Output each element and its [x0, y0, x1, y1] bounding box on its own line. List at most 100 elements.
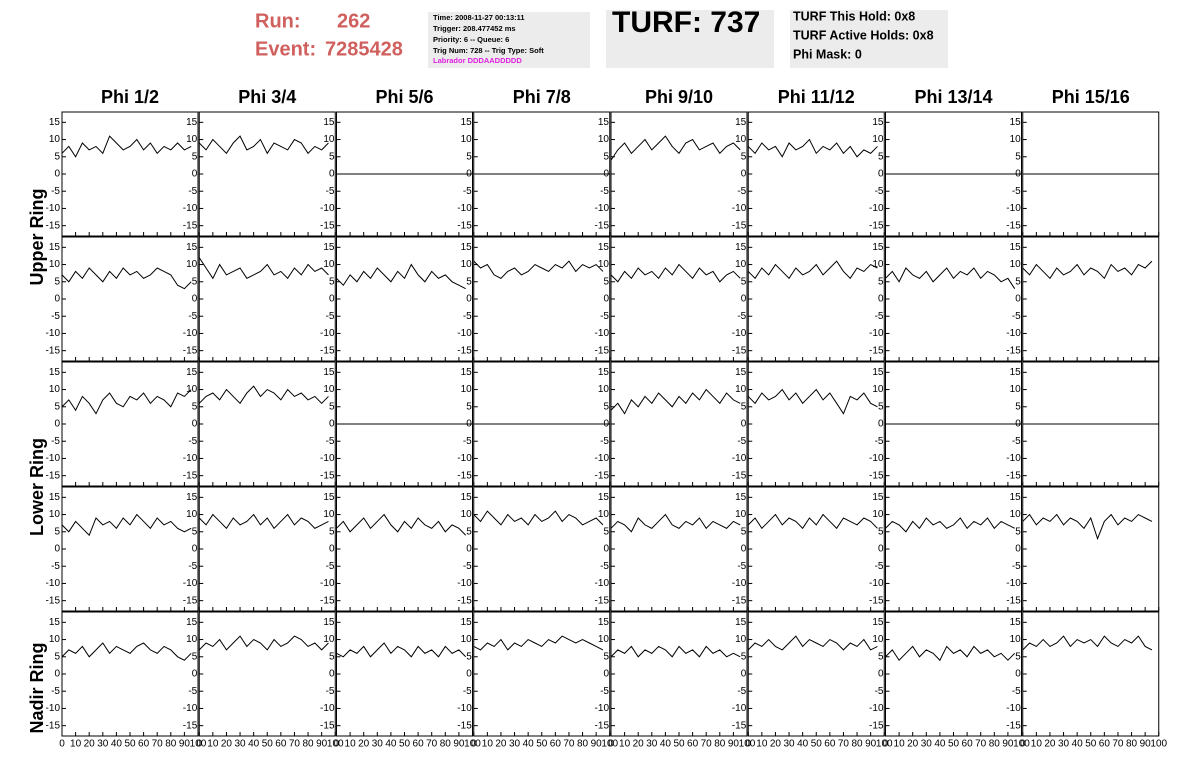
x-tick-label: 50 [948, 739, 960, 750]
y-tick-label: -10 [595, 703, 610, 714]
y-tick-label: -15 [46, 220, 61, 231]
y-tick-label: -5 [600, 311, 609, 322]
y-tick-label: 10 [598, 509, 610, 520]
trace [747, 138, 878, 158]
x-tick-label: 60 [687, 739, 699, 750]
y-tick-label: -5 [188, 311, 197, 322]
trace [747, 513, 878, 530]
x-tick-label: 50 [673, 739, 685, 750]
y-tick-label: -5 [463, 311, 472, 322]
y-tick-label: -15 [457, 720, 472, 731]
y-tick-label: 15 [1010, 117, 1022, 128]
trace [336, 642, 467, 658]
y-tick-label: -5 [600, 686, 609, 697]
y-tick-label: 5 [329, 526, 335, 537]
y-tick-label: -15 [183, 345, 198, 356]
trace [198, 635, 329, 651]
y-tick-label: 15 [323, 367, 335, 378]
y-tick-label: -10 [732, 578, 747, 589]
y-tick-label: -10 [320, 578, 335, 589]
y-tick-label: -15 [732, 720, 747, 731]
y-tick-label: 10 [1010, 134, 1022, 145]
y-tick-label: 0 [192, 669, 198, 680]
y-tick-label: -10 [46, 703, 61, 714]
y-tick-label: 0 [192, 419, 198, 430]
x-tick-label: 90 [453, 739, 465, 750]
y-tick-label: 15 [461, 492, 473, 503]
y-tick-label: -5 [875, 686, 884, 697]
y-tick-label: 10 [1010, 509, 1022, 520]
y-tick-label: 0 [878, 294, 884, 305]
y-tick-label: -10 [183, 703, 198, 714]
x-tick-label: 50 [811, 739, 823, 750]
x-tick-label: 90 [1140, 739, 1152, 750]
trace [1022, 513, 1153, 541]
y-tick-label: -10 [320, 703, 335, 714]
labrador-line: Labrador DDDAADDDDD [433, 56, 522, 65]
y-tick-label: 10 [461, 384, 473, 395]
y-tick-label: 15 [186, 242, 198, 253]
y-tick-label: 15 [872, 617, 884, 628]
y-tick-label: -5 [737, 186, 746, 197]
x-tick-label: 30 [97, 739, 109, 750]
x-tick-label: 70 [563, 739, 575, 750]
y-tick-label: 15 [735, 117, 747, 128]
y-tick-label: -15 [320, 345, 335, 356]
y-tick-label: 0 [466, 544, 472, 555]
y-tick-label: -5 [326, 561, 335, 572]
y-tick-label: 10 [598, 384, 610, 395]
y-tick-label: 0 [741, 169, 747, 180]
y-tick-label: -5 [326, 436, 335, 447]
y-tick-label: 10 [461, 134, 473, 145]
trace [610, 135, 741, 161]
x-tick-label: 0 [1020, 739, 1026, 750]
x-tick-label: 40 [797, 739, 809, 750]
turf-info-line: Phi Mask: 0 [793, 47, 862, 61]
y-tick-label: 5 [603, 151, 609, 162]
y-tick-label: 10 [598, 634, 610, 645]
y-tick-label: -10 [1006, 578, 1021, 589]
y-tick-label: -5 [188, 186, 197, 197]
y-tick-label: 10 [735, 634, 747, 645]
y-tick-label: 10 [872, 134, 884, 145]
y-tick-label: 15 [323, 117, 335, 128]
y-tick-label: -5 [326, 186, 335, 197]
y-tick-label: -15 [595, 720, 610, 731]
y-tick-label: 10 [323, 134, 335, 145]
y-tick-label: 15 [735, 367, 747, 378]
turf-number: TURF: 737 [612, 6, 760, 39]
x-tick-label: 0 [59, 739, 65, 750]
y-tick-label: 0 [54, 169, 60, 180]
y-tick-label: -5 [51, 186, 60, 197]
y-tick-label: -10 [595, 328, 610, 339]
x-tick-label: 0 [196, 739, 202, 750]
x-tick-label: 70 [152, 739, 164, 750]
x-tick-label: 10 [482, 739, 494, 750]
trace [747, 635, 878, 651]
y-tick-label: -5 [51, 561, 60, 572]
y-tick-label: 10 [735, 259, 747, 270]
y-tick-label: -5 [737, 436, 746, 447]
turf-info-line: TURF This Hold: 0x8 [793, 9, 915, 23]
y-tick-label: -15 [183, 595, 198, 606]
trace [61, 513, 192, 537]
x-tick-label: 40 [111, 739, 123, 750]
y-tick-label: 5 [466, 526, 472, 537]
y-tick-label: 5 [329, 151, 335, 162]
y-tick-label: -5 [51, 686, 60, 697]
trace [61, 135, 192, 158]
y-tick-label: 15 [735, 617, 747, 628]
trace [610, 388, 741, 415]
y-tick-label: -10 [869, 578, 884, 589]
y-tick-label: 10 [323, 384, 335, 395]
x-tick-label: 20 [84, 739, 96, 750]
y-tick-label: 5 [466, 651, 472, 662]
y-tick-label: 15 [598, 492, 610, 503]
y-tick-label: -15 [46, 720, 61, 731]
x-tick-label: 80 [577, 739, 589, 750]
x-tick-label: 80 [165, 739, 177, 750]
trace [473, 510, 604, 526]
y-tick-label: -10 [457, 453, 472, 464]
y-tick-label: -15 [1006, 595, 1021, 606]
y-tick-label: 15 [872, 242, 884, 253]
